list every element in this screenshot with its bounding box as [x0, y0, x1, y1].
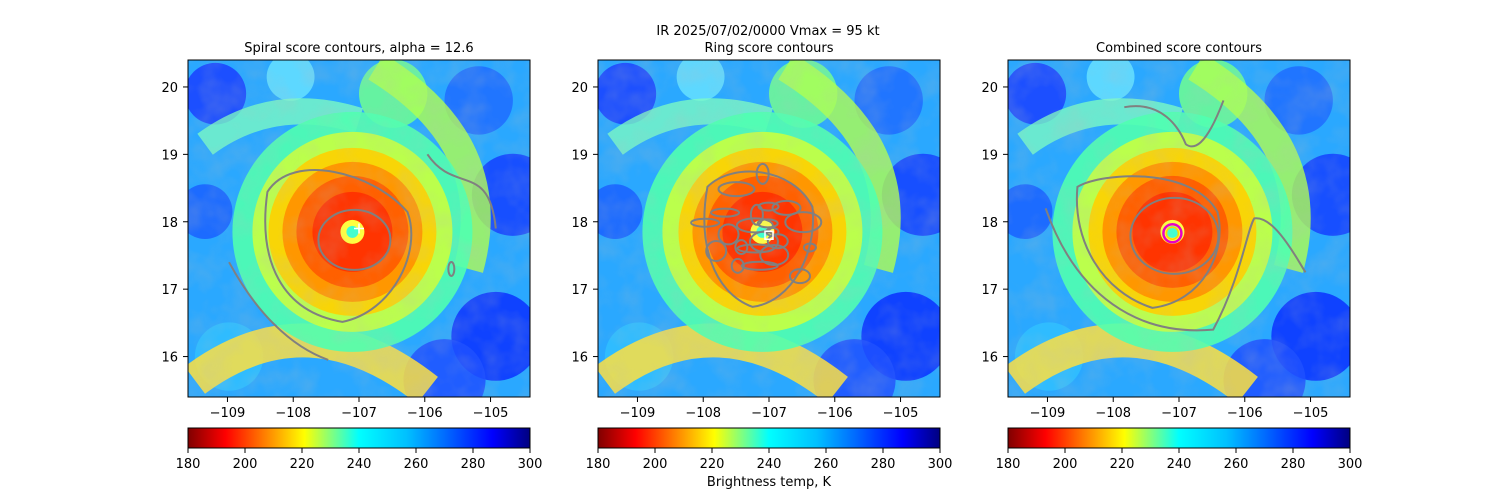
panel-title: Ring score contours	[704, 41, 833, 56]
center-circle-marker	[1162, 222, 1183, 244]
y-tick-label: 20	[161, 81, 178, 96]
panel-title: Spiral score contours, alpha = 12.6	[244, 41, 473, 56]
y-tick-label: 17	[161, 283, 178, 298]
x-tick-label: −106	[407, 406, 443, 421]
colorbar-tick-label: 240	[757, 457, 782, 472]
score-contours	[1044, 100, 1307, 332]
x-tick-label: −109	[210, 406, 246, 421]
colorbar-tick-label: 200	[643, 457, 668, 472]
center-plus-marker	[354, 223, 364, 234]
y-tick-label: 17	[981, 283, 998, 298]
ir-image	[1008, 60, 1350, 397]
x-tick-label: −108	[275, 406, 311, 421]
x-tick-label: −109	[1030, 406, 1066, 421]
y-tick-label: 20	[981, 81, 998, 96]
x-tick-label: −107	[751, 406, 787, 421]
x-tick-label: −106	[817, 406, 853, 421]
ir-image	[188, 60, 530, 397]
y-tick-label: 18	[571, 216, 588, 231]
colorbar-tick-label: 180	[996, 457, 1021, 472]
colorbar-tick-label: 260	[1224, 457, 1249, 472]
score-contours	[228, 153, 497, 361]
colorbar-tick-label: 220	[1110, 457, 1135, 472]
colorbar-tick-label: 300	[1338, 457, 1363, 472]
y-tick-label: 19	[571, 148, 588, 163]
colorbar-tick-label: 200	[233, 457, 258, 472]
x-tick-label: −105	[1293, 406, 1329, 421]
x-tick-label: −105	[473, 406, 509, 421]
ir-image	[598, 60, 940, 397]
center-square-marker	[764, 230, 774, 240]
colorbar-label: Brightness temp, K	[707, 475, 832, 490]
y-tick-label: 18	[161, 216, 178, 231]
figure-title: IR 2025/07/02/0000 Vmax = 95 kt	[656, 24, 879, 39]
y-tick-label: 16	[981, 351, 998, 366]
y-tick-label: 17	[571, 283, 588, 298]
x-tick-label: −105	[883, 406, 919, 421]
x-tick-label: −109	[620, 406, 656, 421]
colorbar-tick-label: 280	[461, 457, 486, 472]
x-tick-label: −107	[1161, 406, 1197, 421]
colorbar-tick-label: 240	[1167, 457, 1192, 472]
colorbar-3: 180 200 220 240 260 280 300	[996, 427, 1363, 472]
y-tick-label: 19	[161, 148, 178, 163]
colorbar-tick-label: 300	[928, 457, 953, 472]
x-tick-label: −106	[1227, 406, 1263, 421]
colorbar-tick-label: 180	[176, 457, 201, 472]
x-tick-label: −107	[341, 406, 377, 421]
panel-3: Combined score contours −109 −108 −107 −106 −…	[981, 41, 1363, 472]
panel-2: Ring score contours −109 −108 −107 −106 −105 1…	[571, 41, 953, 472]
colorbar-2: 180 200 220 240 260 280 300	[586, 427, 953, 472]
colorbar-tick-label: 260	[814, 457, 839, 472]
panel-title: Combined score contours	[1096, 41, 1262, 56]
colorbar-tick-label: 180	[586, 457, 611, 472]
colorbar-tick-label: 260	[404, 457, 429, 472]
panel-1: Spiral score contours, alpha = 12.6 −109 −…	[161, 41, 543, 472]
x-tick-label: −108	[685, 406, 721, 421]
colorbar-tick-label: 280	[871, 457, 896, 472]
colorbar-tick-label: 240	[347, 457, 372, 472]
x-tick-label: −108	[1095, 406, 1131, 421]
colorbar-tick-label: 200	[1053, 457, 1078, 472]
colorbar-gradient	[1007, 427, 1351, 449]
colorbar-gradient	[597, 427, 941, 449]
colorbar-gradient	[187, 427, 531, 449]
colorbar-tick-label: 220	[290, 457, 315, 472]
y-tick-label: 16	[161, 351, 178, 366]
colorbar-tick-label: 280	[1281, 457, 1306, 472]
colorbar-tick-label: 220	[700, 457, 725, 472]
y-tick-label: 20	[571, 81, 588, 96]
y-tick-label: 16	[571, 351, 588, 366]
colorbar-1: 180 200 220 240 260 280 300	[176, 427, 543, 472]
colorbar-tick-label: 300	[518, 457, 543, 472]
y-tick-label: 19	[981, 148, 998, 163]
y-tick-label: 18	[981, 216, 998, 231]
